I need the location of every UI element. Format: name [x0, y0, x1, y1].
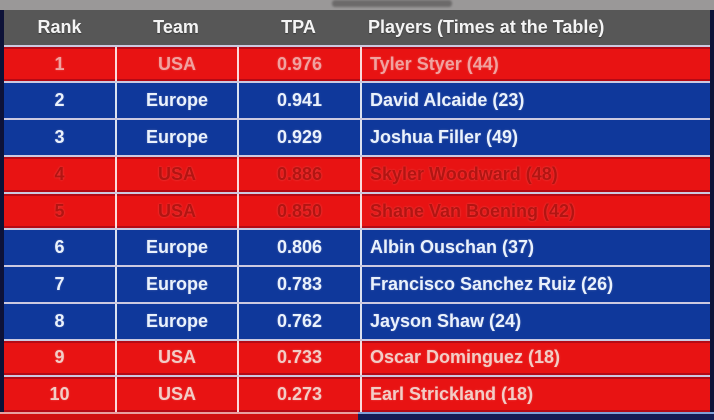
- header-tpa: TPA: [281, 16, 316, 37]
- team-cell: Europe: [115, 83, 237, 119]
- header-players: Players (Times at the Table): [368, 16, 605, 37]
- tpa-cell: 0.850: [237, 193, 360, 229]
- tpa-cell: 0.886: [237, 156, 360, 192]
- team-cell: USA: [115, 340, 237, 376]
- tpa-cell: 0.806: [237, 230, 360, 266]
- table-header-row: Rank Team TPA Players (Times at the Tabl…: [4, 10, 710, 45]
- bottom-crop-strip: [0, 412, 714, 420]
- table-row: 1 USA 0.976 Tyler Styer (44): [4, 44, 710, 82]
- tpa-cell: 0.273: [237, 377, 360, 413]
- top-crop-strip: [0, 0, 714, 10]
- tpa-cell: 0.929: [237, 120, 360, 155]
- rank-cell: 2: [54, 90, 65, 111]
- table-row: 8 Europe 0.762 Jayson Shaw (24): [4, 301, 710, 339]
- player-cell: Skyler Woodward (48): [360, 156, 710, 192]
- player-cell: Joshua Filler (49): [360, 120, 710, 155]
- rank-cell: 7: [54, 274, 65, 294]
- table-row: 4 USA 0.886 Skyler Woodward (48): [4, 154, 710, 192]
- tpa-stats-table: Rank Team TPA Players (Times at the Tabl…: [4, 10, 710, 413]
- rank-cell: 4: [54, 163, 65, 184]
- table-row: 9 USA 0.733 Oscar Dominguez (18): [4, 338, 710, 376]
- rank-cell: 1: [54, 53, 65, 74]
- player-cell: Albin Ouschan (37): [360, 230, 710, 266]
- table-row: 6 Europe 0.806 Albin Ouschan (37): [4, 228, 710, 266]
- player-cell: Shane Van Boening (42): [360, 193, 710, 229]
- bottom-crop-left: [0, 412, 358, 420]
- player-cell: Tyler Styer (44): [360, 46, 710, 82]
- tpa-cell: 0.733: [237, 340, 360, 376]
- player-cell: Earl Strickland (18): [360, 377, 710, 413]
- team-cell: USA: [115, 46, 237, 82]
- rank-cell: 3: [54, 127, 65, 148]
- rank-cell: 8: [54, 310, 65, 331]
- header-rank: Rank: [37, 16, 82, 37]
- cropped-text-artifact: [332, 0, 452, 7]
- tpa-cell: 0.762: [237, 303, 360, 339]
- table-row: 3 Europe 0.929 Joshua Filler (49): [4, 118, 710, 155]
- player-cell: David Alcaide (23): [360, 83, 710, 119]
- table-row: 7 Europe 0.783 Francisco Sanchez Ruiz (2…: [4, 265, 710, 302]
- tpa-cell: 0.976: [237, 46, 360, 82]
- tpa-cell: 0.941: [237, 83, 360, 119]
- team-cell: USA: [115, 193, 237, 229]
- team-cell: USA: [115, 377, 237, 413]
- team-cell: Europe: [115, 267, 237, 302]
- rank-cell: 9: [54, 347, 65, 368]
- table-row: 5 USA 0.850 Shane Van Boening (42): [4, 191, 710, 229]
- player-cell: Francisco Sanchez Ruiz (26): [360, 267, 710, 302]
- rank-cell: 6: [54, 237, 65, 258]
- player-cell: Jayson Shaw (24): [360, 303, 710, 339]
- table-row: 2 Europe 0.941 David Alcaide (23): [4, 81, 710, 119]
- player-cell: Oscar Dominguez (18): [360, 340, 710, 376]
- rank-cell: 5: [54, 200, 65, 221]
- table-row: 10 USA 0.273 Earl Strickland (18): [4, 375, 710, 413]
- team-cell: USA: [115, 156, 237, 192]
- rank-cell: 10: [49, 384, 70, 405]
- bottom-crop-right: [358, 412, 714, 420]
- team-cell: Europe: [115, 303, 237, 339]
- team-cell: Europe: [115, 230, 237, 266]
- header-team: Team: [153, 16, 199, 37]
- tpa-cell: 0.783: [237, 267, 360, 302]
- team-cell: Europe: [115, 120, 237, 155]
